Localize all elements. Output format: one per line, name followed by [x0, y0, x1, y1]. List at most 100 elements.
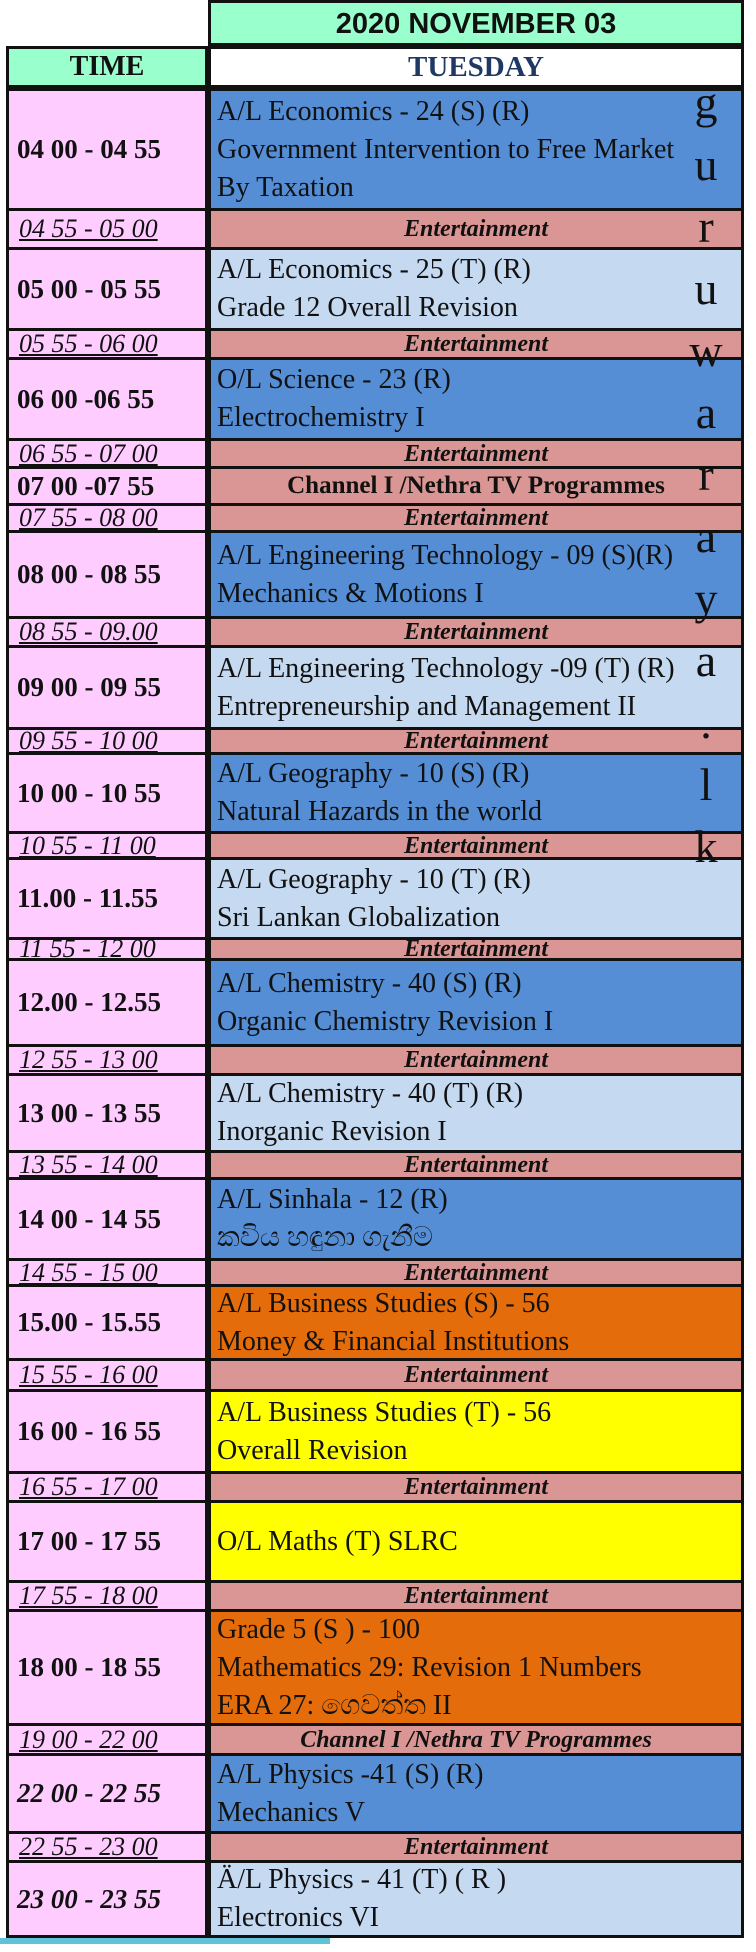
program-cell: O/L Science - 23 (R) Electrochemistry I — [208, 357, 744, 441]
time-slot: 13 00 - 13 55 — [6, 1073, 208, 1153]
program-cell: A/L Business Studies (S) - 56 Money & Fin… — [208, 1284, 744, 1361]
program-topic: ERA 27: ගෙවත්ත II — [217, 1689, 452, 1721]
program-subject: A/L Chemistry - 40 (S) (R) — [217, 967, 522, 999]
day-column-header: TUESDAY — [208, 46, 744, 88]
time-slot: 17 00 - 17 55 — [6, 1500, 208, 1583]
entertainment-cell: Entertainment — [208, 208, 744, 250]
program-topic: Electronics VI — [217, 1902, 379, 1933]
time-slot: 10 55 - 11 00 — [6, 831, 208, 860]
watermark-letter: a — [695, 387, 717, 438]
entertainment-cell: Entertainment — [208, 1044, 744, 1076]
program-subject: A/L Economics - 24 (S) (R) — [217, 95, 530, 127]
entertainment-cell: Entertainment — [208, 727, 744, 755]
time-slot: 12.00 - 12.55 — [6, 958, 208, 1047]
entertainment-cell: Entertainment — [208, 616, 744, 648]
time-slot: 09 55 - 10 00 — [6, 727, 208, 755]
entertainment-cell: Entertainment — [208, 328, 744, 360]
program-topic: Inorganic Revision I — [217, 1116, 447, 1147]
time-slot: 12 55 - 13 00 — [6, 1044, 208, 1076]
program-topic: Entrepreneurship and Management II — [217, 690, 637, 722]
time-slot: 06 00 -06 55 — [6, 357, 208, 441]
channel-program-cell: Channel I /Nethra TV Programmes — [208, 466, 744, 506]
time-slot: 05 55 - 06 00 — [6, 328, 208, 360]
program-cell: Ä/L Physics - 41 (T) ( R ) Electronics VI — [208, 1860, 744, 1938]
program-topic: Mathematics 29: Revision 1 Numbers — [217, 1651, 642, 1683]
program-cell: A/L Engineering Technology -09 (T) (R) En… — [208, 645, 744, 730]
program-topic: Electrochemistry I — [217, 402, 425, 433]
program-topic: Money & Financial Institutions — [217, 1325, 570, 1357]
time-slot: 08 55 - 09.00 — [6, 616, 208, 648]
program-topic: Mechanics & Motions I — [217, 577, 484, 609]
time-slot: 04 00 - 04 55 — [6, 88, 208, 211]
time-slot: 08 00 - 08 55 — [6, 530, 208, 619]
time-slot: 23 00 - 23 55 — [6, 1860, 208, 1938]
watermark-letter: w — [689, 325, 723, 376]
program-topic: Mechanics V — [217, 1796, 365, 1828]
watermark-letter: r — [698, 449, 714, 500]
schedule-date: 2020 NOVEMBER 03 — [208, 0, 744, 46]
program-cell: A/L Engineering Technology - 09 (S)(R) Me… — [208, 530, 744, 619]
program-cell: A/L Economics - 24 (S) (R) Government Int… — [208, 88, 744, 211]
entertainment-cell: Entertainment — [208, 1150, 744, 1180]
program-subject: Grade 5 (S ) - 100 — [217, 1613, 420, 1645]
entertainment-cell: Entertainment — [208, 1580, 744, 1612]
program-cell: Grade 5 (S ) - 100 Mathematics 29: Revisi… — [208, 1609, 744, 1726]
program-subject: A/L Business Studies (S) - 56 — [217, 1287, 550, 1319]
time-slot: 11 55 - 12 00 — [6, 937, 208, 961]
entertainment-cell: Entertainment — [208, 1258, 744, 1287]
time-slot: 15.00 - 15.55 — [6, 1284, 208, 1361]
time-slot: 06 55 - 07 00 — [6, 438, 208, 469]
program-cell: A/L Chemistry - 40 (S) (R) Organic Chemis… — [208, 958, 744, 1047]
time-slot: 13 55 - 14 00 — [6, 1150, 208, 1180]
watermark-letter: y — [694, 573, 718, 624]
entertainment-cell: Entertainment — [208, 438, 744, 469]
program-topic: Natural Hazards in the world — [217, 796, 542, 827]
watermark-letter: l — [699, 759, 713, 810]
watermark-letter: u — [694, 263, 718, 314]
watermark-letter: . — [700, 697, 712, 748]
entertainment-cell: Entertainment — [208, 1358, 744, 1392]
program-cell: A/L Physics -41 (S) (R) Mechanics V — [208, 1753, 744, 1834]
program-subject: A/L Engineering Technology -09 (T) (R) — [217, 652, 675, 684]
time-slot: 09 00 - 09 55 — [6, 645, 208, 730]
program-topic: කවිය හඳුනා ගැනීම — [217, 1222, 433, 1253]
watermark-letter: r — [698, 201, 714, 252]
time-slot: 19 00 - 22 00 — [6, 1723, 208, 1756]
program-subject: O/L Maths (T) SLRC — [217, 1525, 458, 1557]
time-slot: 07 55 - 08 00 — [6, 503, 208, 533]
time-slot: 15 55 - 16 00 — [6, 1358, 208, 1392]
time-slot: 16 00 - 16 55 — [6, 1389, 208, 1474]
entertainment-cell: Entertainment — [208, 1471, 744, 1503]
watermark-letter: g — [694, 77, 718, 128]
entertainment-cell: Entertainment — [208, 503, 744, 533]
time-slot: 22 55 - 23 00 — [6, 1831, 208, 1863]
program-cell: A/L Business Studies (T) - 56 Overall Rev… — [208, 1389, 744, 1474]
time-slot: 17 55 - 18 00 — [6, 1580, 208, 1612]
time-column-header: TIME — [6, 46, 208, 88]
program-subject: A/L Geography - 10 (S) (R) — [217, 758, 530, 789]
program-topic: By Taxation — [217, 171, 354, 203]
time-slot: 05 00 - 05 55 — [6, 247, 208, 331]
watermark-letter: a — [695, 511, 717, 562]
program-cell: O/L Maths (T) SLRC — [208, 1500, 744, 1583]
entertainment-cell: Entertainment — [208, 1831, 744, 1863]
program-subject: A/L Engineering Technology - 09 (S)(R) — [217, 539, 674, 571]
watermark-letter: a — [695, 635, 717, 686]
program-topic: Overall Revision — [217, 1434, 408, 1466]
program-subject: A/L Economics - 25 (T) (R) — [217, 254, 531, 285]
time-slot: 11.00 - 11.55 — [6, 857, 208, 940]
time-slot: 16 55 - 17 00 — [6, 1471, 208, 1503]
program-cell: A/L Economics - 25 (T) (R) Grade 12 Overa… — [208, 247, 744, 331]
time-slot: 14 00 - 14 55 — [6, 1177, 208, 1261]
watermark-letter: k — [694, 821, 718, 872]
time-slot: 10 00 - 10 55 — [6, 752, 208, 834]
program-subject: Ä/L Physics - 41 (T) ( R ) — [217, 1864, 507, 1895]
entertainment-cell: Channel I /Nethra TV Programmes — [208, 1723, 744, 1756]
program-subject: O/L Science - 23 (R) — [217, 364, 451, 395]
program-topic: Grade 12 Overall Revision — [217, 292, 518, 323]
program-subject: A/L Sinhala - 12 (R) — [217, 1184, 448, 1215]
program-subject: A/L Business Studies (T) - 56 — [217, 1396, 552, 1428]
program-cell: A/L Geography - 10 (S) (R) Natural Hazard… — [208, 752, 744, 834]
